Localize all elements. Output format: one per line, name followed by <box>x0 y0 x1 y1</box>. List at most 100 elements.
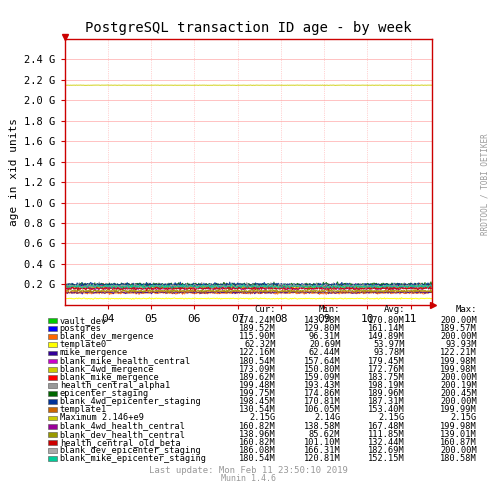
Text: 199.75M: 199.75M <box>239 389 276 398</box>
Text: 122.16M: 122.16M <box>239 348 276 357</box>
Text: 152.15M: 152.15M <box>368 454 405 463</box>
Text: blank_dev_epicenter_staging: blank_dev_epicenter_staging <box>60 446 201 455</box>
Text: 96.31M: 96.31M <box>309 332 340 341</box>
Text: 132.44M: 132.44M <box>368 438 405 447</box>
Text: Min:: Min: <box>319 305 340 314</box>
Text: blank_mike_epicenter_staging: blank_mike_epicenter_staging <box>60 454 207 463</box>
Text: blank_4wd_mergence: blank_4wd_mergence <box>60 365 154 374</box>
Text: 153.40M: 153.40M <box>368 406 405 414</box>
Text: 129.80M: 129.80M <box>304 324 340 333</box>
Text: postgres: postgres <box>60 324 102 333</box>
Text: 93.78M: 93.78M <box>374 348 405 357</box>
Text: Cur:: Cur: <box>254 305 276 314</box>
Bar <box>48 399 57 404</box>
Text: blank_dev_health_central: blank_dev_health_central <box>60 430 186 439</box>
Text: 85.62M: 85.62M <box>309 430 340 439</box>
Text: 180.54M: 180.54M <box>239 454 276 463</box>
Text: 115.90M: 115.90M <box>239 332 276 341</box>
Text: mike_mergence: mike_mergence <box>60 348 128 357</box>
Text: 170.81M: 170.81M <box>304 397 340 406</box>
Text: 200.45M: 200.45M <box>440 389 477 398</box>
Text: Maximum 2.146+e9: Maximum 2.146+e9 <box>60 413 144 423</box>
Bar <box>48 350 57 355</box>
Text: 189.62M: 189.62M <box>239 373 276 382</box>
Text: 120.81M: 120.81M <box>304 454 340 463</box>
Text: 200.00M: 200.00M <box>440 397 477 406</box>
Text: 106.05M: 106.05M <box>304 406 340 414</box>
Text: blank_4wd_epicenter_staging: blank_4wd_epicenter_staging <box>60 397 201 406</box>
Text: 160.82M: 160.82M <box>239 422 276 431</box>
Text: epicenter_staging: epicenter_staging <box>60 389 149 398</box>
Text: 138.58M: 138.58M <box>304 422 340 431</box>
Text: 198.19M: 198.19M <box>368 381 405 390</box>
Text: 2.14G: 2.14G <box>314 413 340 423</box>
Text: 101.10M: 101.10M <box>304 438 340 447</box>
Text: 200.19M: 200.19M <box>440 381 477 390</box>
Text: Last update: Mon Feb 11 23:50:10 2019: Last update: Mon Feb 11 23:50:10 2019 <box>149 467 348 475</box>
Text: 157.64M: 157.64M <box>304 357 340 365</box>
Text: health_central_old_beta: health_central_old_beta <box>60 438 180 447</box>
Text: 199.98M: 199.98M <box>440 365 477 374</box>
Text: 172.76M: 172.76M <box>368 365 405 374</box>
Bar <box>48 456 57 461</box>
Text: 138.96M: 138.96M <box>239 430 276 439</box>
Text: 62.44M: 62.44M <box>309 348 340 357</box>
Text: Munin 1.4.6: Munin 1.4.6 <box>221 474 276 483</box>
Text: 20.69M: 20.69M <box>309 340 340 349</box>
Text: 122.21M: 122.21M <box>440 348 477 357</box>
Text: 170.80M: 170.80M <box>368 316 405 325</box>
Text: 199.48M: 199.48M <box>239 381 276 390</box>
Title: PostgreSQL transaction ID age - by week: PostgreSQL transaction ID age - by week <box>85 21 412 35</box>
Text: 189.52M: 189.52M <box>239 324 276 333</box>
Bar <box>48 432 57 437</box>
Bar <box>48 375 57 380</box>
Bar <box>48 391 57 396</box>
Text: 189.96M: 189.96M <box>368 389 405 398</box>
Text: 199.98M: 199.98M <box>440 357 477 365</box>
Text: 53.97M: 53.97M <box>374 340 405 349</box>
Bar <box>48 440 57 445</box>
Text: 62.32M: 62.32M <box>245 340 276 349</box>
Bar <box>48 424 57 428</box>
Text: 193.43M: 193.43M <box>304 381 340 390</box>
Text: 2.15G: 2.15G <box>379 413 405 423</box>
Text: 111.85M: 111.85M <box>368 430 405 439</box>
Y-axis label: age in xid units: age in xid units <box>9 118 19 226</box>
Text: 200.00M: 200.00M <box>440 316 477 325</box>
Bar <box>48 416 57 421</box>
Text: 179.45M: 179.45M <box>368 357 405 365</box>
Text: RRDTOOL / TOBI OETIKER: RRDTOOL / TOBI OETIKER <box>481 133 490 235</box>
Bar <box>48 448 57 453</box>
Text: 189.57M: 189.57M <box>440 324 477 333</box>
Text: 200.00M: 200.00M <box>440 446 477 455</box>
Bar <box>48 318 57 323</box>
Text: 174.86M: 174.86M <box>304 389 340 398</box>
Text: 187.31M: 187.31M <box>368 397 405 406</box>
Bar <box>48 359 57 363</box>
Text: 150.80M: 150.80M <box>304 365 340 374</box>
Text: 183.75M: 183.75M <box>368 373 405 382</box>
Bar <box>48 383 57 388</box>
Text: 143.78M: 143.78M <box>304 316 340 325</box>
Text: 139.01M: 139.01M <box>440 430 477 439</box>
Text: 166.31M: 166.31M <box>304 446 340 455</box>
Text: 160.87M: 160.87M <box>440 438 477 447</box>
Text: 130.54M: 130.54M <box>239 406 276 414</box>
Text: blank_dev_mergence: blank_dev_mergence <box>60 332 154 341</box>
Text: template0: template0 <box>60 340 107 349</box>
Text: 93.93M: 93.93M <box>446 340 477 349</box>
Text: 160.82M: 160.82M <box>239 438 276 447</box>
Text: 198.45M: 198.45M <box>239 397 276 406</box>
Text: 159.09M: 159.09M <box>304 373 340 382</box>
Text: blank_mike_mergence: blank_mike_mergence <box>60 373 160 382</box>
Text: blank_4wd_health_central: blank_4wd_health_central <box>60 422 186 431</box>
Bar <box>48 326 57 331</box>
Text: Avg:: Avg: <box>384 305 405 314</box>
Text: 200.00M: 200.00M <box>440 332 477 341</box>
Text: health_central_alpha1: health_central_alpha1 <box>60 381 170 390</box>
Text: 161.14M: 161.14M <box>368 324 405 333</box>
Text: 200.00M: 200.00M <box>440 373 477 382</box>
Text: 199.99M: 199.99M <box>440 406 477 414</box>
Text: vault_dev: vault_dev <box>60 316 107 325</box>
Text: 180.54M: 180.54M <box>239 357 276 365</box>
